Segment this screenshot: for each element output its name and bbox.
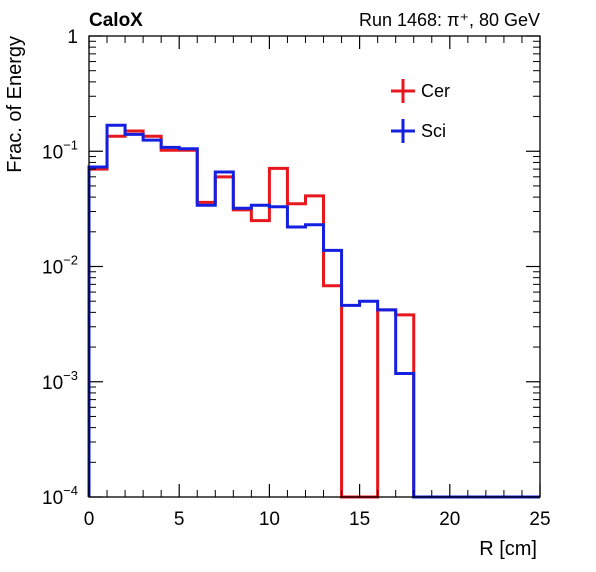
y-tick-label: 10−3: [42, 368, 78, 394]
legend: Cer Sci: [391, 79, 450, 143]
axis-layer: 0 5 10 15 20 25 10−4 10−3 10−2 10−1 1: [42, 27, 551, 530]
x-tick-label: 15: [349, 509, 370, 530]
chart-title-left: CaloX: [89, 10, 143, 31]
series-sci-line: [87, 123, 540, 499]
x-tick-label: 25: [529, 509, 550, 530]
series-layer: [87, 123, 540, 499]
legend-label-sci: Sci: [421, 121, 446, 141]
legend-label-cer: Cer: [421, 81, 450, 101]
x-tick-label: 0: [84, 509, 95, 530]
y-axis-label: Frac. of Energy: [4, 36, 26, 173]
y-tick-label: 1: [67, 27, 78, 48]
y-tick-label: 10−4: [42, 483, 78, 509]
plot-frame: [88, 35, 541, 498]
x-tick-label: 10: [259, 509, 280, 530]
x-tick-label: 5: [174, 509, 185, 530]
x-tick-label: 20: [439, 509, 460, 530]
legend-entry-cer: Cer: [391, 79, 450, 103]
legend-entry-sci: Sci: [391, 119, 446, 143]
y-tick-label: 10−2: [42, 253, 78, 279]
series-cer-line: [87, 129, 540, 499]
y-tick-label: 10−1: [42, 137, 78, 163]
chart-title-right: Run 1468: π⁺, 80 GeV: [359, 10, 540, 30]
x-axis-label: R [cm]: [479, 538, 537, 560]
